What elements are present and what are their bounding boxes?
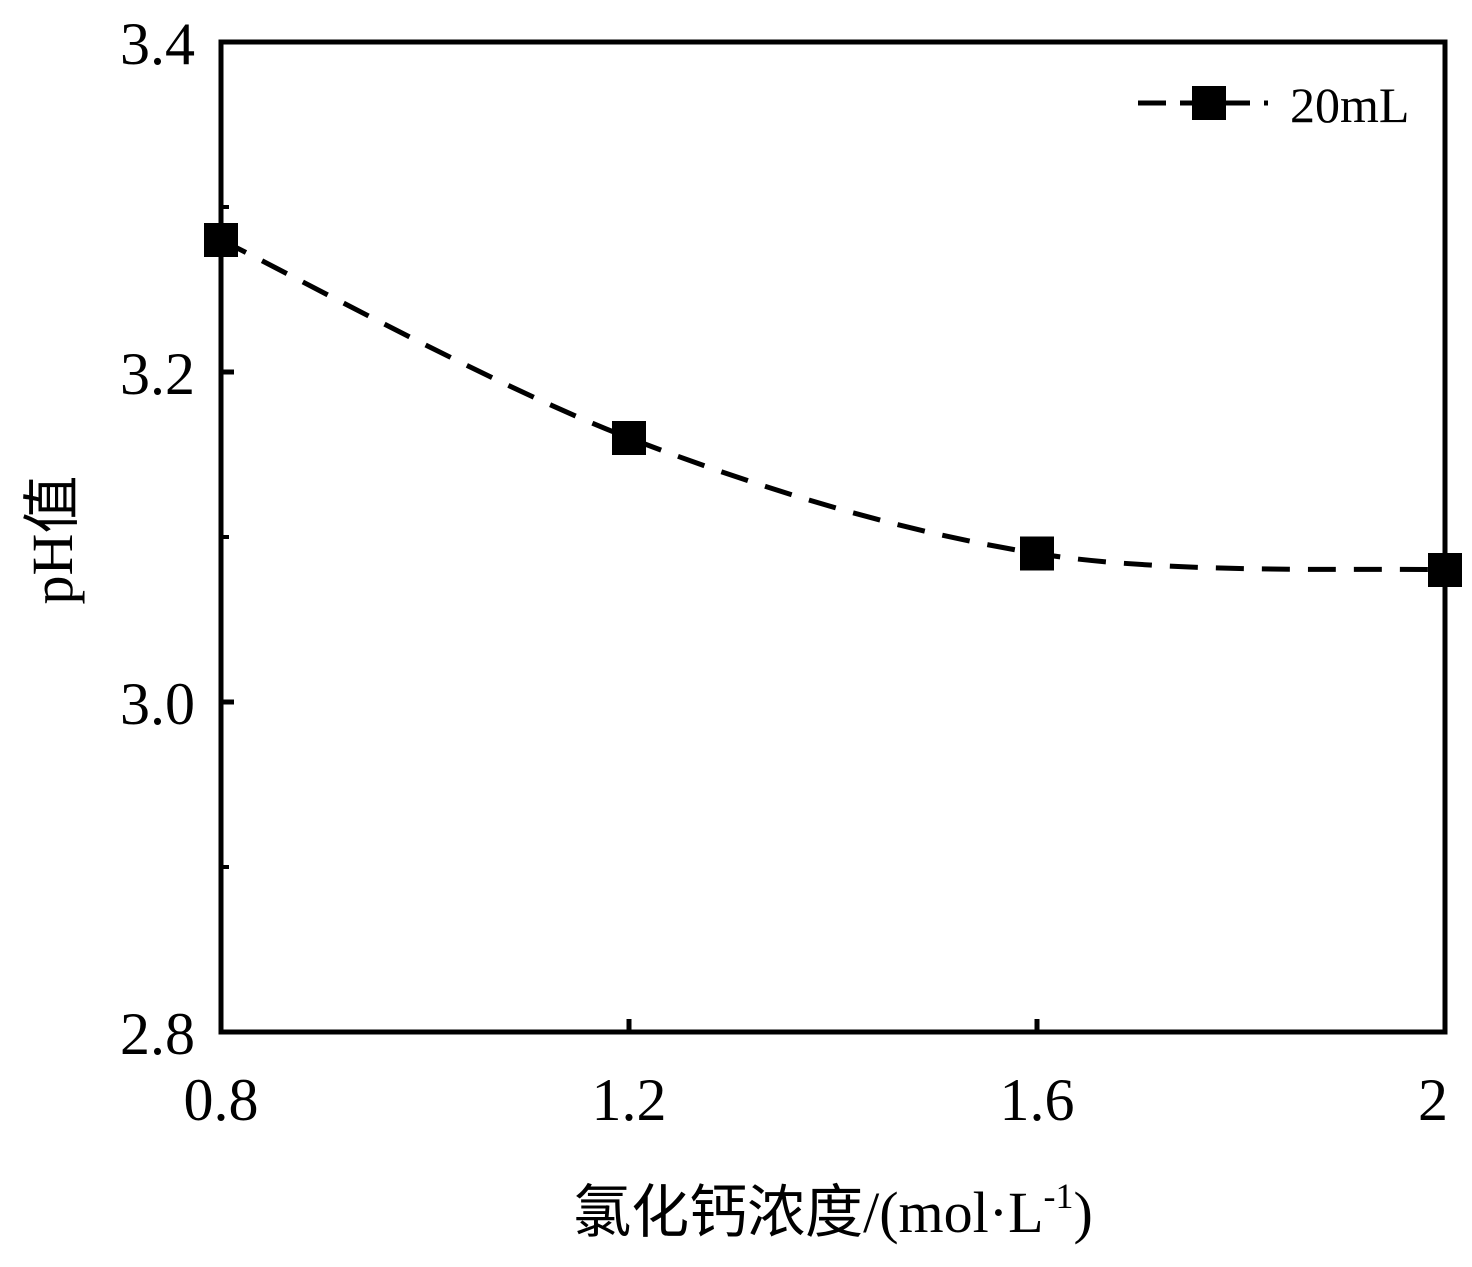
x-axis-ticks: 0.8 1.2 1.6 2 bbox=[184, 1019, 1448, 1133]
x-axis-title-main: 氯化钙浓度/(mol·L bbox=[573, 1180, 1043, 1245]
data-point-marker bbox=[1020, 536, 1054, 571]
x-tick-label: 0.8 bbox=[184, 1067, 259, 1133]
y-tick-label: 3.2 bbox=[120, 341, 195, 407]
y-axis-ticks: 2.8 3.0 3.2 3.4 bbox=[120, 11, 234, 1067]
y-axis-title: pH值 bbox=[20, 476, 85, 605]
data-point-marker bbox=[204, 223, 238, 257]
x-axis-title-close: ) bbox=[1074, 1180, 1093, 1245]
plot-frame bbox=[218, 39, 1448, 1035]
series-layer bbox=[204, 223, 1462, 587]
x-tick-label: 1.6 bbox=[1000, 1067, 1075, 1133]
x-tick-label: 2 bbox=[1418, 1067, 1448, 1133]
series-line bbox=[219, 237, 1446, 573]
legend-marker bbox=[1192, 86, 1226, 120]
y-tick-label: 3.0 bbox=[120, 671, 195, 737]
legend-label: 20mL bbox=[1290, 77, 1409, 133]
y-tick-label: 2.8 bbox=[120, 1001, 195, 1067]
x-axis-title: 氯化钙浓度/(mol·L-1) bbox=[573, 1176, 1093, 1245]
x-axis-title-superscript: -1 bbox=[1044, 1176, 1074, 1216]
y-tick-label: 3.4 bbox=[120, 11, 195, 77]
x-tick-label: 1.2 bbox=[592, 1067, 667, 1133]
data-point-marker bbox=[612, 421, 646, 455]
data-point-marker bbox=[1428, 553, 1462, 587]
legend: 20mL bbox=[1138, 77, 1409, 133]
